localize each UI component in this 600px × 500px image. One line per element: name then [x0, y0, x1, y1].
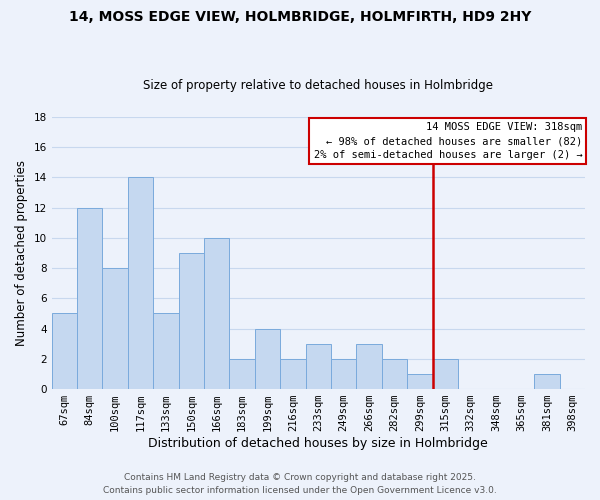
- Bar: [255, 328, 280, 389]
- Bar: [204, 238, 229, 389]
- Bar: [77, 208, 103, 389]
- Bar: [128, 178, 153, 389]
- Bar: [103, 268, 128, 389]
- X-axis label: Distribution of detached houses by size in Holmbridge: Distribution of detached houses by size …: [148, 437, 488, 450]
- Title: Size of property relative to detached houses in Holmbridge: Size of property relative to detached ho…: [143, 79, 493, 92]
- Y-axis label: Number of detached properties: Number of detached properties: [15, 160, 28, 346]
- Bar: [356, 344, 382, 389]
- Bar: [229, 359, 255, 389]
- Bar: [534, 374, 560, 389]
- Text: Contains HM Land Registry data © Crown copyright and database right 2025.
Contai: Contains HM Land Registry data © Crown c…: [103, 474, 497, 495]
- Bar: [382, 359, 407, 389]
- Bar: [280, 359, 305, 389]
- Bar: [179, 253, 204, 389]
- Bar: [153, 314, 179, 389]
- Bar: [331, 359, 356, 389]
- Text: 14 MOSS EDGE VIEW: 318sqm
← 98% of detached houses are smaller (82)
2% of semi-d: 14 MOSS EDGE VIEW: 318sqm ← 98% of detac…: [314, 122, 583, 160]
- Bar: [52, 314, 77, 389]
- Text: 14, MOSS EDGE VIEW, HOLMBRIDGE, HOLMFIRTH, HD9 2HY: 14, MOSS EDGE VIEW, HOLMBRIDGE, HOLMFIRT…: [69, 10, 531, 24]
- Bar: [305, 344, 331, 389]
- Bar: [433, 359, 458, 389]
- Bar: [407, 374, 433, 389]
